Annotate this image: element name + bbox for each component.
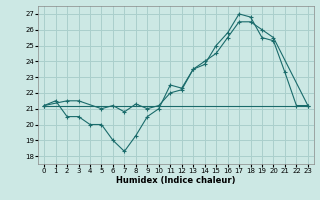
X-axis label: Humidex (Indice chaleur): Humidex (Indice chaleur) [116, 176, 236, 185]
